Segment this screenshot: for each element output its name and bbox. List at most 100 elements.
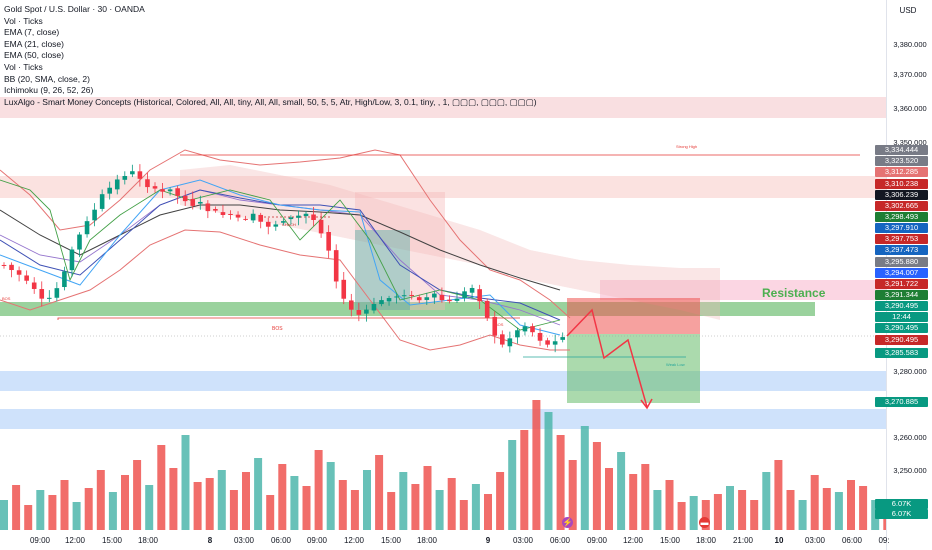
candle-body: [469, 287, 475, 293]
price-tick: 3,280.000: [893, 367, 927, 376]
strong-high-label: Strong High: [676, 144, 697, 149]
candle-body: [265, 221, 271, 227]
candle-body: [273, 224, 279, 227]
time-tick: 15:00: [101, 536, 123, 545]
indicator-vol-1[interactable]: Vol · Ticks: [4, 15, 43, 26]
time-axis[interactable]: 09:00 12:00 15:00 18:00 8 03:00 06:00 09:00 12:0…: [0, 530, 890, 550]
volume-bar: [278, 464, 287, 530]
volume-bar: [96, 470, 105, 530]
candle-body: [371, 303, 377, 311]
volume-bar: [84, 488, 93, 530]
candle-body: [281, 221, 286, 223]
price-badge: 3,294.007: [875, 268, 928, 278]
chart-legend: Gold Spot / U.S. Dollar · 30 · OANDA Vol…: [4, 4, 537, 108]
candle-body: [220, 212, 226, 215]
candle-body: [213, 209, 218, 211]
volume-bar: [229, 490, 238, 530]
volume-bar: [677, 502, 686, 530]
ichimoku-cloud: [180, 165, 720, 320]
volume-bar: [375, 455, 384, 530]
time-tick: 09:00: [29, 536, 51, 545]
bos-label-right: BOS: [495, 322, 504, 327]
volume-bar: [556, 435, 565, 530]
volume-bar: [121, 475, 129, 530]
indicator-ema-21[interactable]: EMA (21, close): [4, 38, 64, 49]
candle-body: [296, 215, 301, 218]
us-flag-event-icon[interactable]: ▬: [699, 517, 710, 528]
bos-label: BOS: [272, 326, 283, 332]
candle-body: [507, 338, 513, 347]
volume-bar: [399, 472, 408, 530]
candle-body: [560, 337, 565, 340]
candle-body: [145, 179, 150, 188]
volume-bar: [290, 476, 299, 530]
candle-body: [318, 219, 324, 234]
candle-body: [409, 294, 414, 296]
candle-body: [250, 213, 256, 221]
time-tick: 15:00: [659, 536, 681, 545]
candle-body: [122, 176, 128, 180]
bb-upper: [0, 149, 571, 319]
volume-bar: [580, 426, 589, 530]
time-tick: 8: [207, 536, 213, 545]
candle-body: [349, 300, 354, 310]
indicator-ichimoku[interactable]: Ichimoku (9, 26, 52, 26): [4, 85, 94, 96]
indicator-bb[interactable]: BB (20, SMA, close, 2): [4, 73, 90, 84]
volume-bar: [798, 500, 807, 530]
price-badge: 3,310.238: [875, 179, 928, 189]
volume-bar: [847, 480, 855, 530]
candle-body: [54, 288, 60, 298]
candle-body: [137, 171, 143, 179]
volume-bar: [72, 502, 81, 530]
time-tick: 06:00: [549, 536, 571, 545]
candle-body: [92, 209, 97, 221]
volume-bar: [665, 480, 674, 530]
choch-label: CHoCH: [282, 222, 296, 227]
volume-bar: [363, 470, 371, 530]
volume-bar: [568, 460, 577, 530]
candle-body: [182, 195, 188, 202]
candle-body: [552, 341, 558, 345]
candle-body: [484, 300, 490, 318]
bos-line: [57, 317, 520, 320]
symbol-title[interactable]: Gold Spot / U.S. Dollar · 30 · OANDA: [4, 4, 145, 14]
volume-bar: [145, 485, 154, 530]
volume-bar: [689, 496, 698, 530]
candle-body: [167, 189, 173, 192]
volume-bar: [496, 472, 505, 530]
volume-bar: [641, 464, 650, 530]
volume-bar: [701, 500, 710, 530]
time-tick: 18:00: [137, 536, 159, 545]
candle-body: [537, 332, 543, 341]
volume-bar: [617, 452, 626, 530]
indicator-ema-50[interactable]: EMA (50, close): [4, 50, 64, 61]
candle-body: [77, 234, 82, 250]
volume-bar: [60, 480, 69, 530]
volume-bar: [713, 494, 722, 530]
indicator-smc[interactable]: LuxAlgo - Smart Money Concepts (Historic…: [4, 96, 537, 107]
price-badge: 3,270.885: [875, 397, 928, 407]
candle-body: [258, 214, 263, 222]
indicator-vol-2[interactable]: Vol · Ticks: [4, 61, 43, 72]
price-badge: 3,290.495: [875, 335, 928, 345]
candle-body: [288, 217, 294, 220]
candle-body: [228, 213, 233, 215]
indicator-ema-7[interactable]: EMA (7, close): [4, 27, 60, 38]
price-badge: 3,312.285: [875, 167, 928, 177]
candle-body: [107, 187, 112, 194]
currency-label[interactable]: USD: [899, 6, 917, 15]
candle-body: [31, 282, 37, 289]
volume-bar: [254, 458, 263, 530]
candle-body: [530, 326, 535, 333]
price-tick: 3,350.000: [893, 138, 927, 147]
candle-body: [333, 250, 339, 282]
lightning-event-icon[interactable]: ⚡: [562, 517, 573, 528]
volume-bar: [193, 482, 202, 530]
volume-bar: [508, 440, 517, 530]
candle-body: [9, 264, 14, 271]
candle-body: [84, 221, 90, 235]
candle-body: [500, 334, 505, 345]
volume-bar: [108, 492, 117, 530]
price-badge: 3,298.493: [875, 212, 928, 222]
